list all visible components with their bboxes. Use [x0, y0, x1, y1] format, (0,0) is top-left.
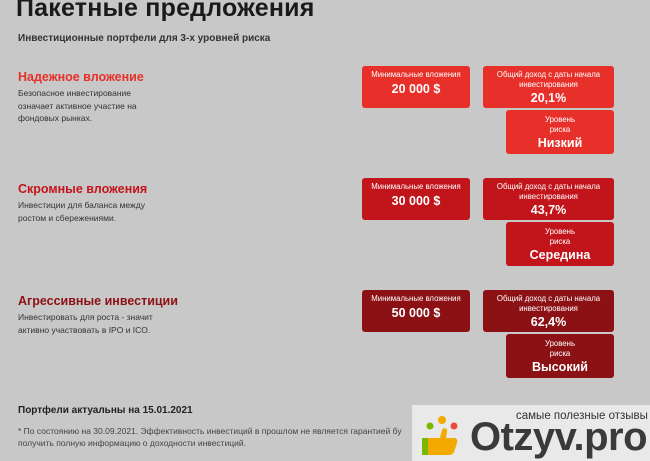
risk-level-value: Низкий — [537, 136, 583, 150]
min-investment-label: Минимальные вложения — [371, 70, 461, 79]
min-investment-card: Минимальные вложения 50 000 $ — [362, 290, 470, 332]
page-title: Пакетные предложения — [16, 0, 315, 22]
risk-level-label: Уровень риска — [544, 115, 576, 134]
watermark-tagline: самые полезные отзывы — [516, 410, 648, 422]
total-income-label: Общий доход с даты начала инвестирования — [496, 182, 601, 201]
portfolio-date-note: Портфели актуальны на 15.01.2021 — [18, 405, 193, 416]
risk-level-card: Уровень риска Низкий — [506, 110, 614, 154]
package-description: Безопасное инвестирование означает актив… — [18, 88, 137, 123]
total-income-card: Общий доход с даты начала инвестирования… — [483, 66, 614, 108]
total-income-card: Общий доход с даты начала инвестирования… — [483, 178, 614, 220]
thumbs-up-icon — [420, 414, 464, 461]
package-name: Скромные вложения — [18, 182, 148, 196]
package-description: Инвестиции для баланса между ростом и сб… — [18, 200, 145, 223]
package-name: Агрессивные инвестиции — [18, 294, 178, 308]
risk-level-card: Уровень риска Середина — [506, 222, 614, 266]
min-investment-value: 20 000 $ — [391, 81, 441, 96]
page-subtitle: Инвестиционные портфели для 3-х уровней … — [18, 33, 271, 44]
package-reliable: Надежное вложение Безопасное инвестирова… — [0, 66, 650, 180]
package-description: Инвестировать для роста - значит активно… — [18, 312, 153, 335]
min-investment-value: 50 000 $ — [391, 305, 441, 320]
disclaimer-text: * По состоянию на 30.09.2021. Эффективно… — [18, 426, 402, 448]
risk-level-card: Уровень риска Высокий — [506, 334, 614, 378]
min-investment-value: 30 000 $ — [391, 193, 441, 208]
package-name: Надежное вложение — [18, 70, 144, 84]
risk-level-label: Уровень риска — [544, 227, 576, 246]
package-aggressive: Агрессивные инвестиции Инвестировать для… — [0, 290, 650, 404]
total-income-card: Общий доход с даты начала инвестирования… — [483, 290, 614, 332]
risk-level-value: Середина — [529, 248, 591, 262]
risk-level-label: Уровень риска — [544, 339, 576, 358]
min-investment-card: Минимальные вложения 20 000 $ — [362, 66, 470, 108]
total-income-value: 62,4% — [530, 315, 567, 329]
total-income-label: Общий доход с даты начала инвестирования — [496, 294, 601, 313]
min-investment-label: Минимальные вложения — [371, 182, 461, 191]
min-investment-label: Минимальные вложения — [371, 294, 461, 303]
total-income-label: Общий доход с даты начала инвестирования — [496, 70, 601, 89]
total-income-value: 20,1% — [530, 91, 567, 105]
min-investment-card: Минимальные вложения 30 000 $ — [362, 178, 470, 220]
watermark-logo: Otzyv.pro — [470, 415, 648, 459]
risk-level-value: Высокий — [532, 360, 588, 374]
package-modest: Скромные вложения Инвестиции для баланса… — [0, 178, 650, 292]
total-income-value: 43,7% — [530, 203, 567, 217]
